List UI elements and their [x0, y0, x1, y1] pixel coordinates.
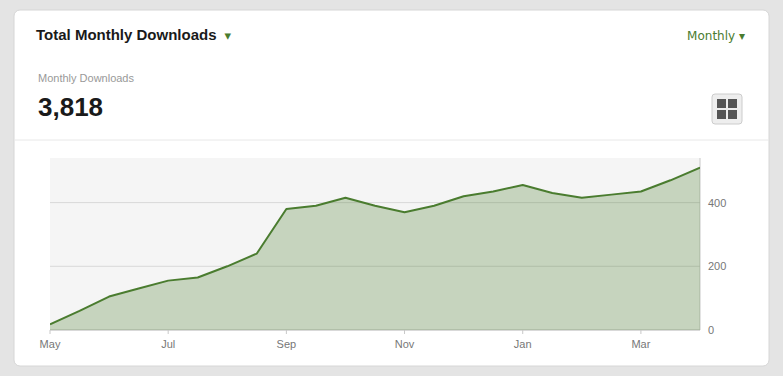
title: Total Monthly Downloads [36, 26, 217, 43]
x-tick-label: Nov [395, 338, 415, 350]
divider [14, 140, 769, 141]
x-tick [640, 330, 641, 334]
title-indicator: ▾ [225, 28, 232, 43]
period-selector[interactable]: Monthly ▾ [687, 29, 745, 43]
x-tick [50, 330, 51, 334]
y-tick-label: 200 [708, 260, 726, 272]
marks [50, 168, 700, 330]
kpi-value: 3,818 [38, 92, 103, 122]
plot-background [50, 158, 700, 330]
y-tick-label: 400 [708, 197, 726, 209]
x-tick [522, 330, 523, 334]
chart-svg: Total Monthly Downloads ▾ Monthly ▾ Monthly… [0, 0, 783, 376]
table-icon-cell[interactable] [728, 110, 737, 119]
y-tick-label: 0 [708, 324, 714, 336]
chart-root: Total Monthly Downloads ▾ Monthly ▾ Monthly… [0, 0, 783, 376]
table-icon-cell[interactable] [728, 99, 737, 108]
area [50, 168, 700, 330]
x-tick [168, 330, 169, 334]
x-tick [286, 330, 287, 334]
x-tick [404, 330, 405, 334]
x-tick-label: Jan [514, 338, 532, 350]
table-icon-frame[interactable] [712, 94, 742, 124]
line [50, 168, 700, 325]
card [14, 10, 769, 366]
x-tick-label: May [40, 338, 61, 350]
table-icon-cell[interactable] [717, 110, 726, 119]
x-tick-label: Jul [161, 338, 175, 350]
x-tick-label: Sep [277, 338, 297, 350]
x-tick-label: Mar [631, 338, 650, 350]
subtitle: Monthly Downloads [38, 72, 134, 84]
table-icon-cell[interactable] [717, 99, 726, 108]
table-icon[interactable] [712, 94, 742, 124]
